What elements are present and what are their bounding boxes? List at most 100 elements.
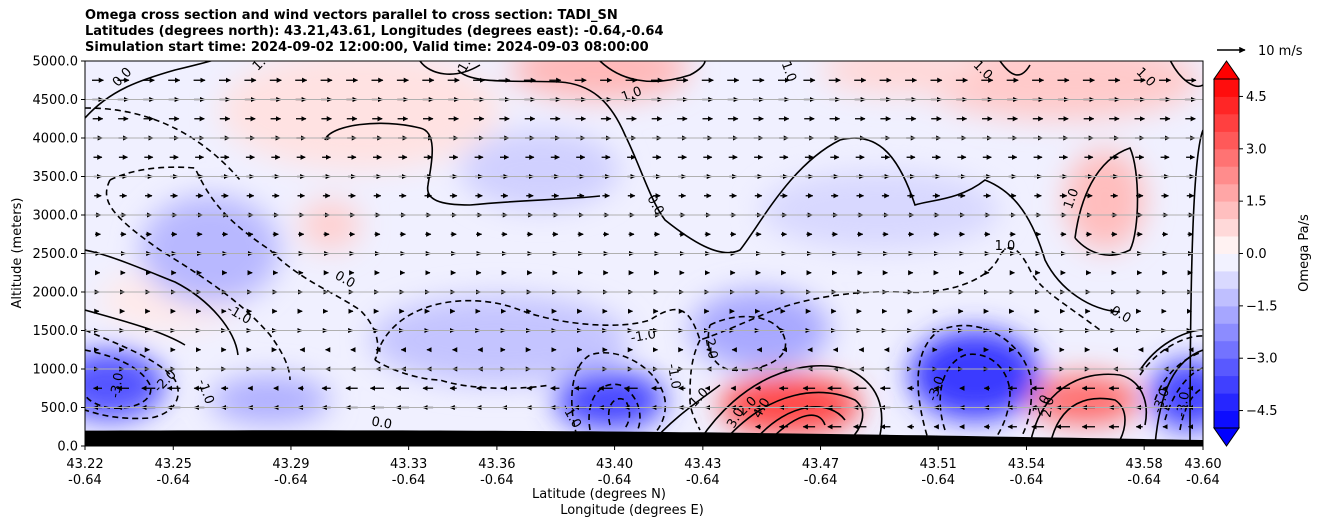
y-tick-label: 500.0 — [41, 401, 78, 416]
contour-line-negative — [707, 315, 787, 371]
y-tick-label: 0.0 — [57, 440, 78, 455]
x-tick-label-lon: -0.64 — [68, 473, 102, 488]
x-tick-label-lon: -0.64 — [1010, 473, 1044, 488]
contour-lines — [85, 61, 1203, 446]
contour-line-zero — [85, 249, 239, 356]
contour-line-zero — [724, 391, 864, 441]
omega-region-upper-pos — [1065, 150, 1145, 250]
x-tick-label-lat: 43.60 — [1184, 457, 1221, 472]
colorbar: 4.5 3.0 1.5 0.0 −1.5 −3.0 −4.5 — [1213, 60, 1278, 447]
contour-label: -1.0 — [630, 327, 658, 346]
contour-labels: 0.01.0 1.01.01.0 1.0 1.00.00.00.01.01.0-1.0… — [108, 60, 1193, 433]
x-tick-label-lat: 43.25 — [155, 457, 192, 472]
omega-region-low-pos — [720, 375, 860, 435]
contour-line-negative — [1139, 335, 1203, 376]
x-axis-label-lon: Longitude (degrees E) — [560, 503, 704, 518]
plot-area: 0.01.0 1.01.01.0 1.0 1.00.00.00.01.01.0-1.0… — [85, 60, 1203, 446]
x-tick-label-lat: 43.47 — [802, 457, 839, 472]
colorbar-tick-label: −4.5 — [1246, 404, 1278, 419]
contour-line-negative — [85, 329, 179, 420]
y-tick-label: 1500.0 — [33, 324, 79, 339]
contour-line-zero — [1154, 349, 1203, 446]
x-tick-label-lat: 43.40 — [596, 457, 633, 472]
omega-region-upper-pos — [820, 61, 980, 95]
colorbar-band — [1214, 201, 1239, 220]
x-tick-label-lon: -0.64 — [686, 473, 720, 488]
contour-line-zero — [1049, 397, 1126, 446]
chart-title-line-1: Omega cross section and wind vectors par… — [85, 8, 618, 23]
y-axis-label: Altitude (meters) — [10, 198, 25, 309]
colorbar-band — [1214, 270, 1239, 289]
contour-line-zero — [419, 61, 481, 75]
contour-label: -3.0 — [1174, 391, 1193, 419]
omega-region-neg — [210, 375, 330, 425]
colorbar-band — [1214, 358, 1239, 377]
omega-region-neg — [555, 370, 665, 430]
x-tick-label-lat: 43.22 — [66, 457, 103, 472]
x-tick-label-lat: 43.36 — [478, 457, 515, 472]
omega-region-upper-pos — [300, 200, 360, 250]
colorbar-extend-max — [1213, 60, 1240, 80]
colorbar-band — [1214, 253, 1239, 272]
colorbar-label: Omega Pa/s — [1297, 214, 1312, 292]
contour-label: 1.0 — [620, 84, 645, 105]
colorbar-tick-label: 1.5 — [1246, 195, 1267, 210]
x-tick-label-lat: 43.29 — [272, 457, 309, 472]
contour-line-negative — [588, 383, 641, 436]
contour-label: 1.0 — [995, 239, 1016, 254]
y-tick-label: 2500.0 — [33, 247, 79, 262]
colorbar-band — [1214, 410, 1239, 429]
terrain — [85, 430, 1203, 446]
contour-line-negative — [571, 352, 666, 446]
colorbar-band — [1214, 375, 1239, 394]
contour-line-negative — [917, 324, 1033, 446]
colorbar-extend-min — [1213, 427, 1240, 447]
x-tick-label-lon: -0.64 — [156, 473, 190, 488]
y-tick-label: 2000.0 — [33, 286, 79, 301]
colorbar-band — [1214, 113, 1239, 132]
colorbar-band — [1214, 323, 1239, 342]
x-tick-label-lon: -0.64 — [274, 473, 308, 488]
contour-line-negative — [607, 398, 631, 429]
y-tick-label: 4500.0 — [33, 93, 79, 108]
contour-label: 0.0 — [370, 414, 393, 432]
contour-line-zero — [769, 414, 826, 441]
contour-line-zero — [999, 61, 1031, 76]
omega-region-neg — [760, 170, 1000, 250]
colorbar-band — [1214, 218, 1239, 237]
y-tick-label: 1000.0 — [33, 363, 79, 378]
contour-label: -2.0 — [701, 333, 720, 361]
x-tick-label-lon: -0.64 — [921, 473, 955, 488]
omega-region-neg — [910, 330, 1040, 420]
contour-line-zero — [469, 195, 601, 206]
colorbar-band — [1214, 393, 1239, 411]
colorbar-band — [1214, 183, 1239, 202]
y-axis: 0.0 500.0 1000.0 1500.0 2000.0 2500.0 3000.0 35… — [33, 55, 85, 455]
colorbar-band — [1214, 96, 1239, 115]
colorbar-band — [1214, 166, 1239, 185]
chart-title-line-2: Latitudes (degrees north): 43.21,43.61, … — [85, 24, 664, 39]
contour-line-zero — [599, 61, 706, 83]
x-tick-label-lon: -0.64 — [1186, 473, 1220, 488]
contour-line-zero — [1029, 373, 1147, 446]
omega-region-neg — [370, 295, 630, 385]
contour-line-zero — [1074, 147, 1139, 256]
quiver-key-label: 10 m/s — [1258, 44, 1303, 59]
y-tick-label: 3000.0 — [33, 209, 79, 224]
contour-line-negative — [1179, 387, 1203, 431]
contour-label: 1.0 — [778, 60, 799, 85]
contour-line-zero — [324, 122, 471, 206]
x-tick-label-lat: 43.51 — [920, 457, 957, 472]
y-tick-label: 5000.0 — [33, 55, 79, 70]
omega-region-upper-pos — [920, 61, 1200, 120]
y-tick-label: 3500.0 — [33, 170, 79, 185]
contour-line-negative — [85, 349, 152, 410]
contour-label: -3.0 — [108, 372, 127, 400]
colorbar-tick-label: 4.5 — [1246, 90, 1267, 105]
colorbar-band — [1214, 236, 1239, 254]
x-tick-label-lat: 43.58 — [1126, 457, 1163, 472]
contour-line-negative — [374, 359, 551, 390]
colorbar-band — [1214, 148, 1239, 167]
x-axis-label-lat: Latitude (degrees N) — [532, 487, 666, 502]
